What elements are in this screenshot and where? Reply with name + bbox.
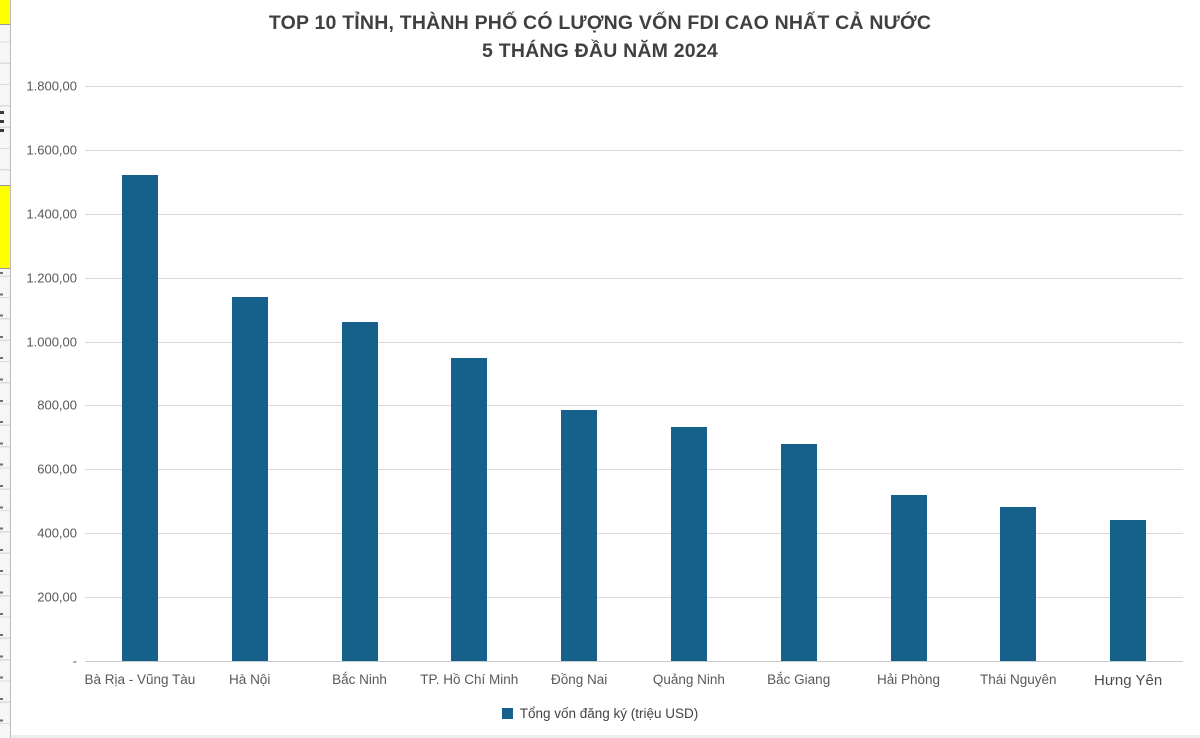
gridline-400 bbox=[85, 533, 1183, 535]
gridline-1000 bbox=[85, 341, 1183, 343]
worksheet-edge-strip[interactable] bbox=[0, 0, 11, 738]
legend-label: Tổng vốn đăng ký (triệu USD) bbox=[519, 706, 699, 721]
bar-TP. Hồ Chí Minh[interactable] bbox=[451, 358, 488, 661]
legend-series-marker bbox=[501, 708, 513, 719]
gridline-1800 bbox=[85, 86, 1183, 87]
bar-Hải Phòng[interactable] bbox=[890, 494, 927, 661]
x-axis-label: Hưng Yên bbox=[1094, 672, 1163, 689]
y-tick-label: 1.000,00 bbox=[26, 334, 77, 350]
gridline-1400 bbox=[85, 213, 1183, 215]
window-bottom-edge bbox=[0, 735, 1200, 738]
bar-Bắc Giang[interactable] bbox=[780, 443, 817, 661]
bar-Bắc Ninh[interactable] bbox=[341, 322, 378, 661]
x-axis-label: Bắc Giang bbox=[767, 672, 831, 687]
y-tick-label: 1.200,00 bbox=[26, 270, 77, 286]
bar-Bà Rịa - Vũng Tàu[interactable] bbox=[121, 175, 158, 661]
x-axis-label: Hải Phòng bbox=[876, 672, 941, 687]
y-tick-label: 800,00 bbox=[37, 397, 77, 413]
x-axis-label: Bà Rịa - Vũng Tàu bbox=[84, 672, 196, 687]
gridline-600 bbox=[85, 469, 1183, 471]
chart-title: TOP 10 TỈNH, THÀNH PHỐ CÓ LƯỢNG VỐN FDI … bbox=[0, 9, 1200, 66]
x-axis-label: Bắc Ninh bbox=[332, 672, 387, 687]
x-axis-label: Quảng Ninh bbox=[652, 672, 725, 687]
y-tick-label: 1.400,00 bbox=[26, 206, 77, 222]
x-axis-label: Thái Nguyên bbox=[980, 672, 1057, 687]
x-axis-label: Hà Nội bbox=[229, 672, 271, 687]
chart-title-line2: 5 THÁNG ĐẦU NĂM 2024 bbox=[482, 40, 718, 63]
y-tick-label: 400,00 bbox=[37, 525, 77, 541]
chart-legend: Tổng vốn đăng ký (triệu USD) bbox=[0, 706, 1200, 721]
y-tick-label: - bbox=[72, 653, 77, 669]
gridline-200 bbox=[85, 597, 1183, 599]
clipped-cell-text bbox=[0, 111, 4, 132]
x-axis-labels: Bà Rịa - Vũng Tàu Hà Nội Bắc Ninh TP. Hồ Ch… bbox=[84, 672, 1183, 698]
clipped-row-marks bbox=[0, 272, 3, 732]
gridline-800 bbox=[85, 405, 1183, 407]
bar-Thái Nguyên[interactable] bbox=[1000, 507, 1037, 661]
highlighted-cell-middle[interactable] bbox=[0, 185, 10, 269]
bar-Hà Nội[interactable] bbox=[231, 297, 268, 661]
plot-area: 1.800,00 1.600,00 1.400,00 1.200,00 1.000,00… bbox=[26, 79, 1183, 669]
gridline-0 bbox=[85, 661, 1183, 662]
gridline-1600 bbox=[85, 149, 1183, 151]
bar-Đồng Nai[interactable] bbox=[561, 409, 598, 661]
chart-title-line1: TOP 10 TỈNH, THÀNH PHỐ CÓ LƯỢNG VỐN FDI … bbox=[268, 12, 932, 34]
y-tick-label: 200,00 bbox=[37, 589, 77, 605]
y-tick-label: 1.600,00 bbox=[26, 142, 77, 158]
y-tick-label: 600,00 bbox=[37, 461, 77, 477]
bar-Quảng Ninh[interactable] bbox=[670, 426, 707, 661]
y-tick-label: 1.800,00 bbox=[26, 78, 77, 94]
highlighted-cell-top[interactable] bbox=[0, 0, 10, 25]
bar-Hưng Yên[interactable] bbox=[1110, 519, 1147, 661]
gridline-1200 bbox=[85, 277, 1183, 279]
x-axis-label: Đồng Nai bbox=[550, 672, 608, 687]
x-axis-label: TP. Hồ Chí Minh bbox=[420, 672, 519, 687]
